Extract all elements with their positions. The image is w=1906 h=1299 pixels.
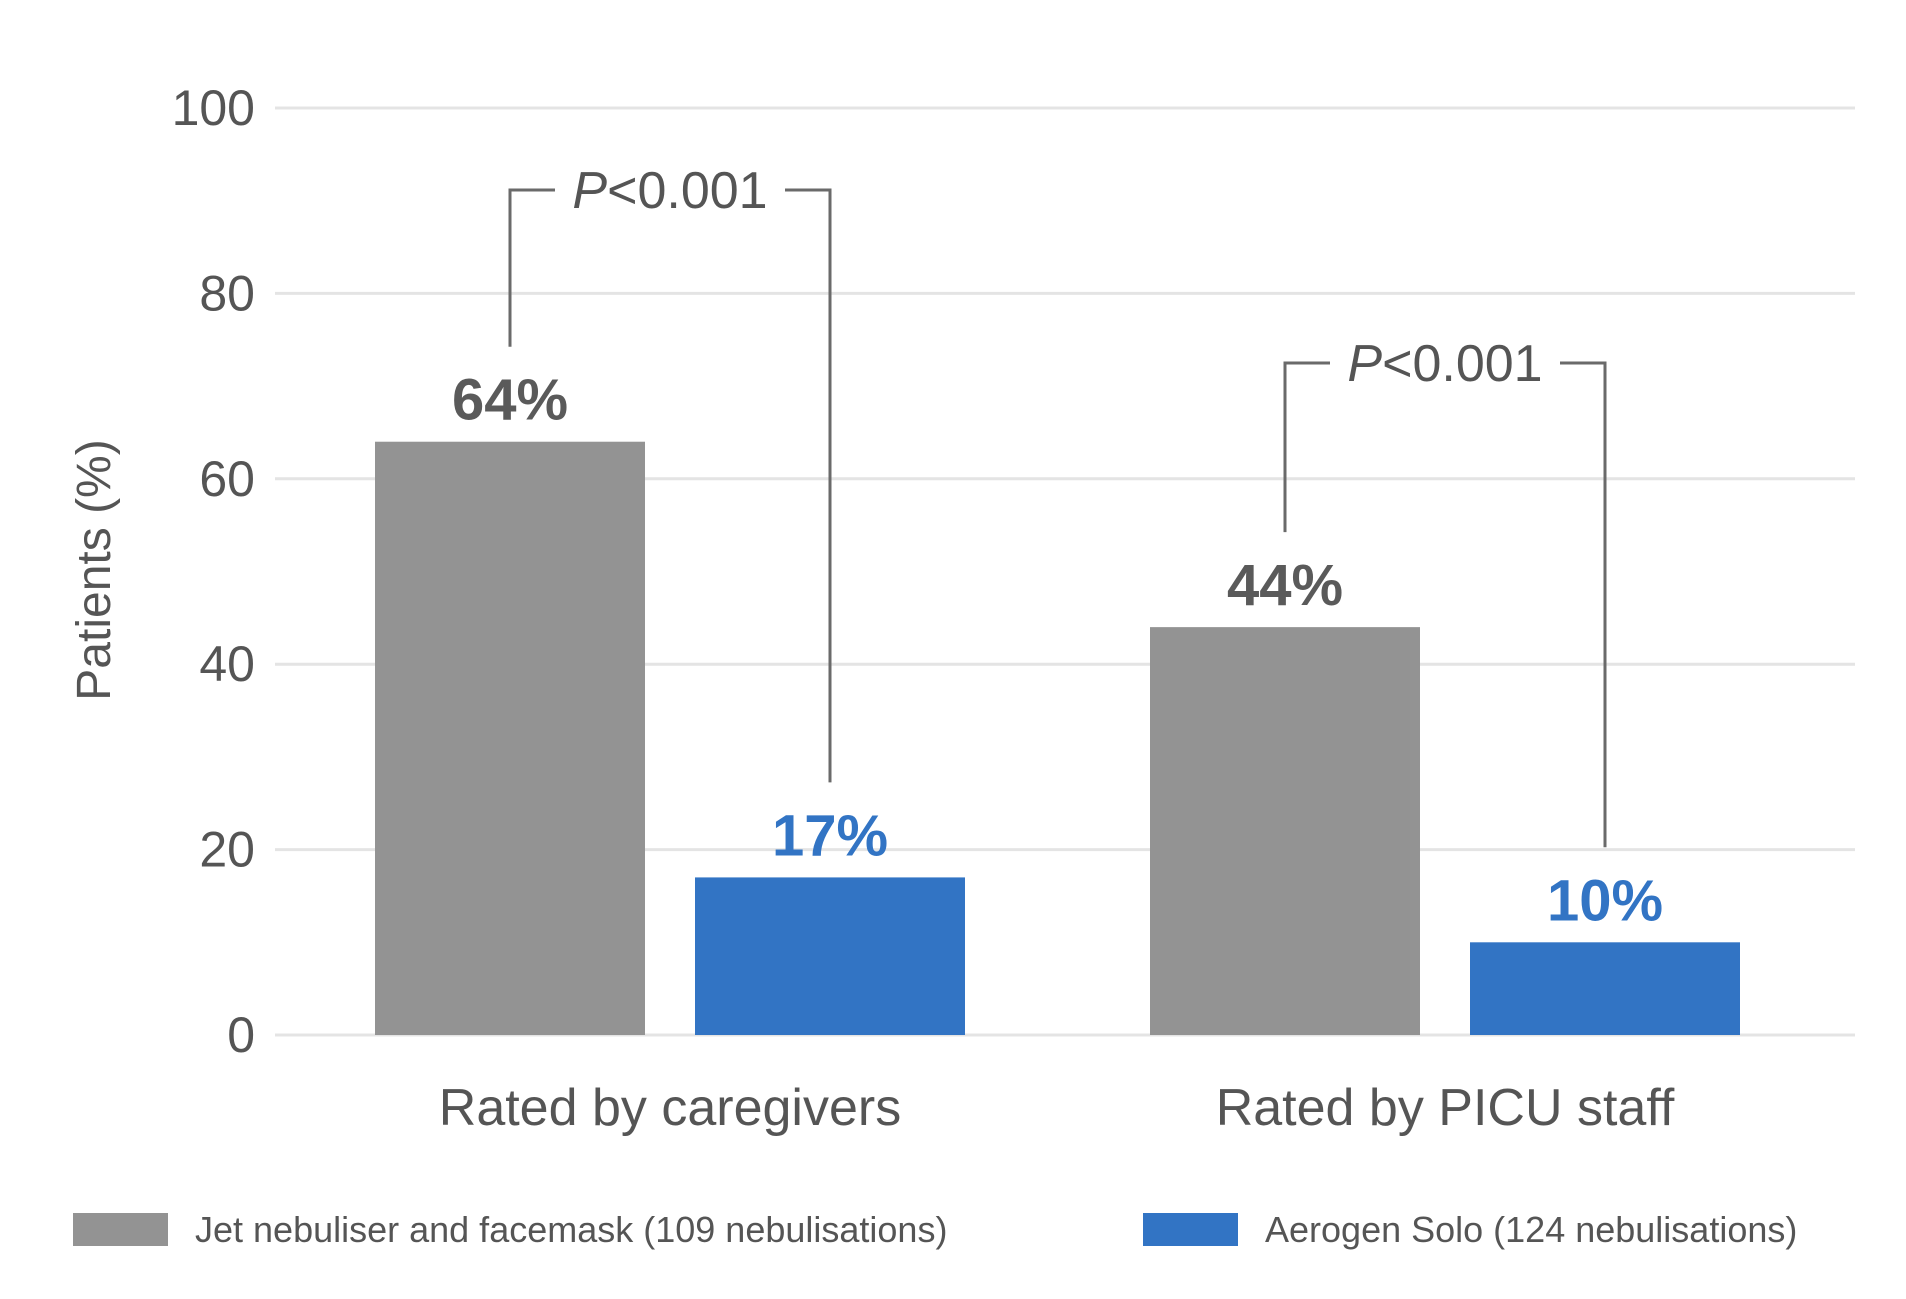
legend-swatch (1143, 1213, 1238, 1246)
legend-label: Aerogen Solo (124 nebulisations) (1265, 1209, 1797, 1250)
bars (375, 441, 1740, 1036)
y-tick-label: 20 (199, 822, 255, 878)
x-category-label: Rated by PICU staff (1216, 1079, 1675, 1137)
y-tick-label: 100 (172, 80, 255, 136)
legend-label: Jet nebuliser and facemask (109 nebulisa… (195, 1209, 947, 1250)
bar-value-label: 44% (1227, 553, 1343, 618)
significance-bracket (508, 188, 832, 783)
x-category-label: Rated by caregivers (439, 1079, 901, 1137)
significance-annotations: P<0.001 P<0.001 (508, 162, 1607, 848)
legend-swatch (73, 1213, 168, 1246)
legend: Jet nebuliser and facemask (109 nebulisa… (73, 1209, 1797, 1250)
significance-bracket (1283, 361, 1607, 848)
bar-value-label: 17% (772, 803, 888, 868)
p-value-label: P<0.001 (572, 162, 767, 220)
y-tick-label: 40 (199, 636, 255, 692)
y-axis-label: Patients (%) (68, 439, 121, 700)
bar-value-label: 10% (1547, 868, 1663, 933)
y-tick-label: 80 (199, 265, 255, 321)
bar (375, 441, 645, 1036)
y-tick-label: 0 (227, 1007, 255, 1063)
bar-value-label: 64% (452, 368, 568, 433)
bar (1470, 942, 1740, 1035)
bar (695, 877, 965, 1035)
x-axis-categories: Rated by caregivers Rated by PICU staff (439, 1079, 1675, 1137)
y-axis-ticks: 0 20 40 60 80 100 (172, 80, 255, 1063)
value-labels: 64% 17% 44% 10% (452, 368, 1663, 934)
y-tick-label: 60 (199, 451, 255, 507)
p-value-label: P<0.001 (1347, 335, 1542, 393)
bar (1150, 627, 1420, 1035)
